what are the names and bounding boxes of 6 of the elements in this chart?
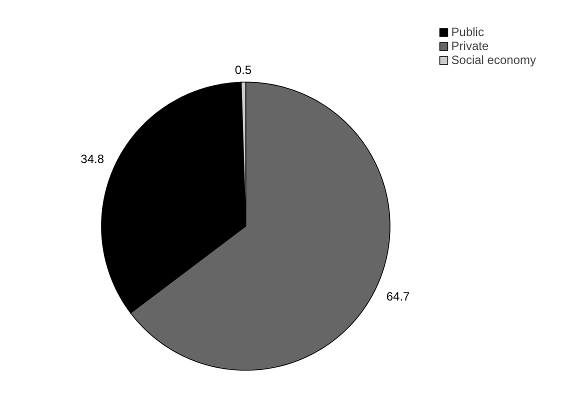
- data-label: 34.8: [80, 152, 104, 166]
- legend-label: Social economy: [451, 53, 536, 67]
- data-label: 64.7: [386, 290, 410, 304]
- data-label: 0.5: [234, 62, 252, 77]
- legend-label: Private: [451, 39, 489, 53]
- legend-label: Public: [451, 25, 484, 39]
